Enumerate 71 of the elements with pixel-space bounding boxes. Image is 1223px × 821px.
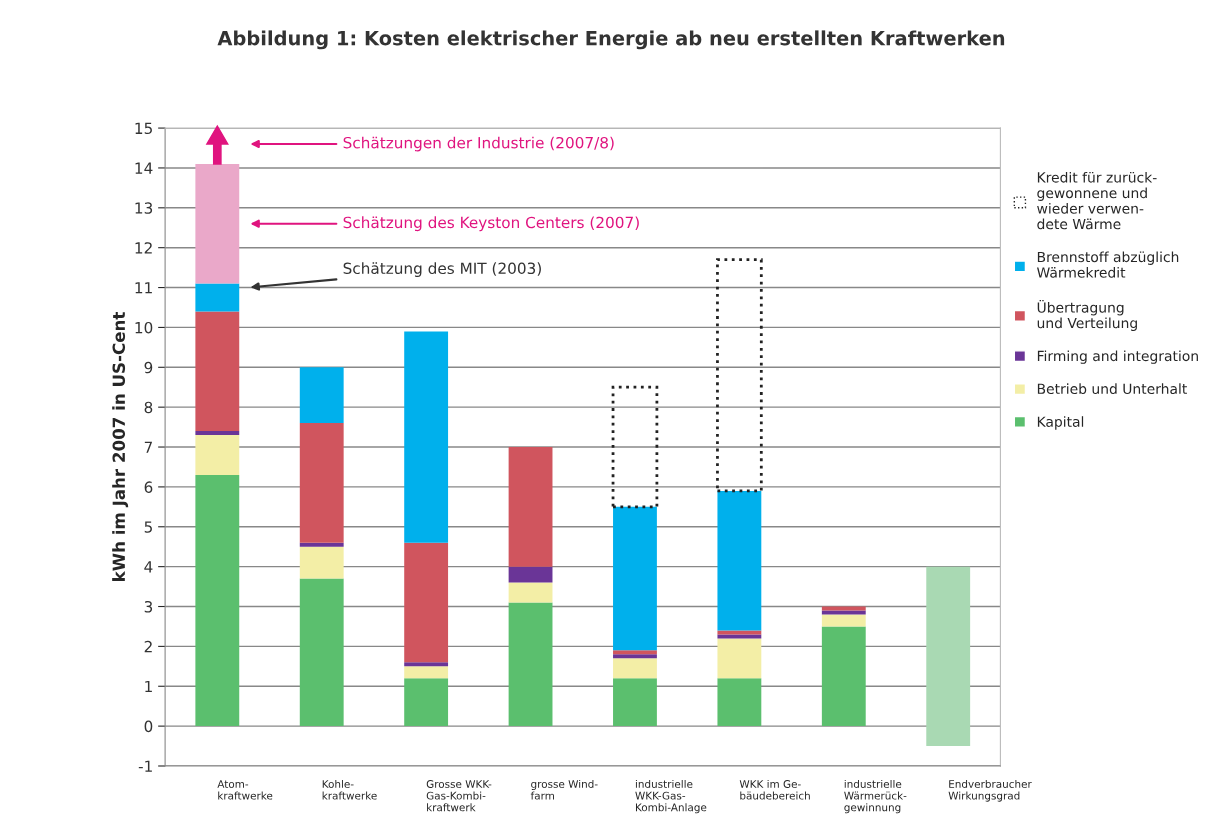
legend-label: Firming and integration xyxy=(1037,350,1198,364)
legend-label: Kredit für zurück- gewonnene und wieder verwen- dete Wärme xyxy=(1037,171,1157,230)
y-tick-label: 3 xyxy=(144,600,153,613)
bar xyxy=(508,582,553,603)
x-tick-label: grosse Wind- farm xyxy=(530,779,598,800)
legend-label: Betrieb und Unterhalt xyxy=(1037,383,1187,395)
y-tick-label: 15 xyxy=(135,122,152,135)
bar xyxy=(299,546,344,579)
bar xyxy=(299,367,344,424)
bar xyxy=(195,431,240,436)
bar xyxy=(299,578,344,727)
bar xyxy=(717,678,762,727)
chart-title: Abbildung 1: Kosten elektrischer Energie ab neu erstellten Kraftwerken xyxy=(217,30,1005,50)
bar xyxy=(611,385,659,509)
legend-label: Brennstoff abzüglich Wärmekredit xyxy=(1037,251,1179,278)
bar xyxy=(404,662,449,667)
bar xyxy=(613,506,657,651)
bar xyxy=(613,658,657,679)
bar xyxy=(195,474,240,727)
annotation: Schätzung des MIT (2003) xyxy=(343,262,541,278)
x-tick-label: Kohle- kraftwerke xyxy=(322,779,377,800)
bar xyxy=(613,654,657,659)
legend-label: Kapital xyxy=(1037,416,1084,430)
bar xyxy=(195,283,240,312)
y-axis-title: kWh im Jahr 2007 in US-Cent xyxy=(112,312,129,581)
y-tick-label: 14 xyxy=(135,162,153,174)
y-tick-label: 9 xyxy=(144,361,153,374)
y-tick-label: 4 xyxy=(144,561,153,573)
bar xyxy=(299,423,344,543)
bar xyxy=(717,638,762,679)
bar xyxy=(404,331,449,543)
bar xyxy=(508,566,553,583)
y-tick-label: 0 xyxy=(144,720,153,733)
y-tick-label: 12 xyxy=(135,242,152,254)
x-tick-label: WKK im Ge- bäudebereich xyxy=(739,779,810,800)
bar xyxy=(195,435,240,475)
bar xyxy=(404,678,449,727)
y-tick-label: 8 xyxy=(144,401,153,414)
y-tick-label: 7 xyxy=(144,441,152,453)
y-tick-label: -1 xyxy=(138,760,152,772)
bar xyxy=(404,666,449,679)
y-tick-label: 13 xyxy=(135,202,153,214)
x-tick-label: Atom- kraftwerke xyxy=(217,780,273,800)
bar xyxy=(613,678,657,727)
bar xyxy=(508,602,553,727)
bar xyxy=(717,490,762,631)
x-tick-label: Grosse WKK- Gas-Kombi- kraftwerk xyxy=(426,780,492,812)
bar xyxy=(717,634,762,639)
bar xyxy=(404,542,449,663)
bar xyxy=(821,606,866,611)
bar xyxy=(717,630,762,635)
y-tick-label: 1 xyxy=(145,680,152,693)
x-tick-label: industrielle Wärmerück- gewinnung xyxy=(844,779,907,814)
y-tick-label: 2 xyxy=(144,640,152,653)
x-tick-label: industrielle WKK-Gas- Kombi-Anlage xyxy=(635,779,707,814)
y-tick-label: 11 xyxy=(135,282,152,294)
bar xyxy=(821,626,866,727)
x-tick-label: Endverbraucher Wirkungsgrad xyxy=(948,779,1032,802)
bar xyxy=(926,566,971,747)
y-tick-label: 6 xyxy=(144,481,153,493)
y-tick-label: 10 xyxy=(135,321,153,334)
annotation: Schätzungen der Industrie (2007/8) xyxy=(343,136,614,152)
bar xyxy=(195,311,240,432)
bar xyxy=(716,258,763,493)
annotation: Schätzung des Keyston Centers (2007) xyxy=(343,216,639,232)
bar xyxy=(299,542,344,547)
bar xyxy=(508,447,553,567)
y-tick-label: 5 xyxy=(144,521,152,533)
legend-label: Übertragung und Verteilung xyxy=(1037,299,1137,331)
bar xyxy=(613,650,657,655)
bar xyxy=(821,614,866,627)
